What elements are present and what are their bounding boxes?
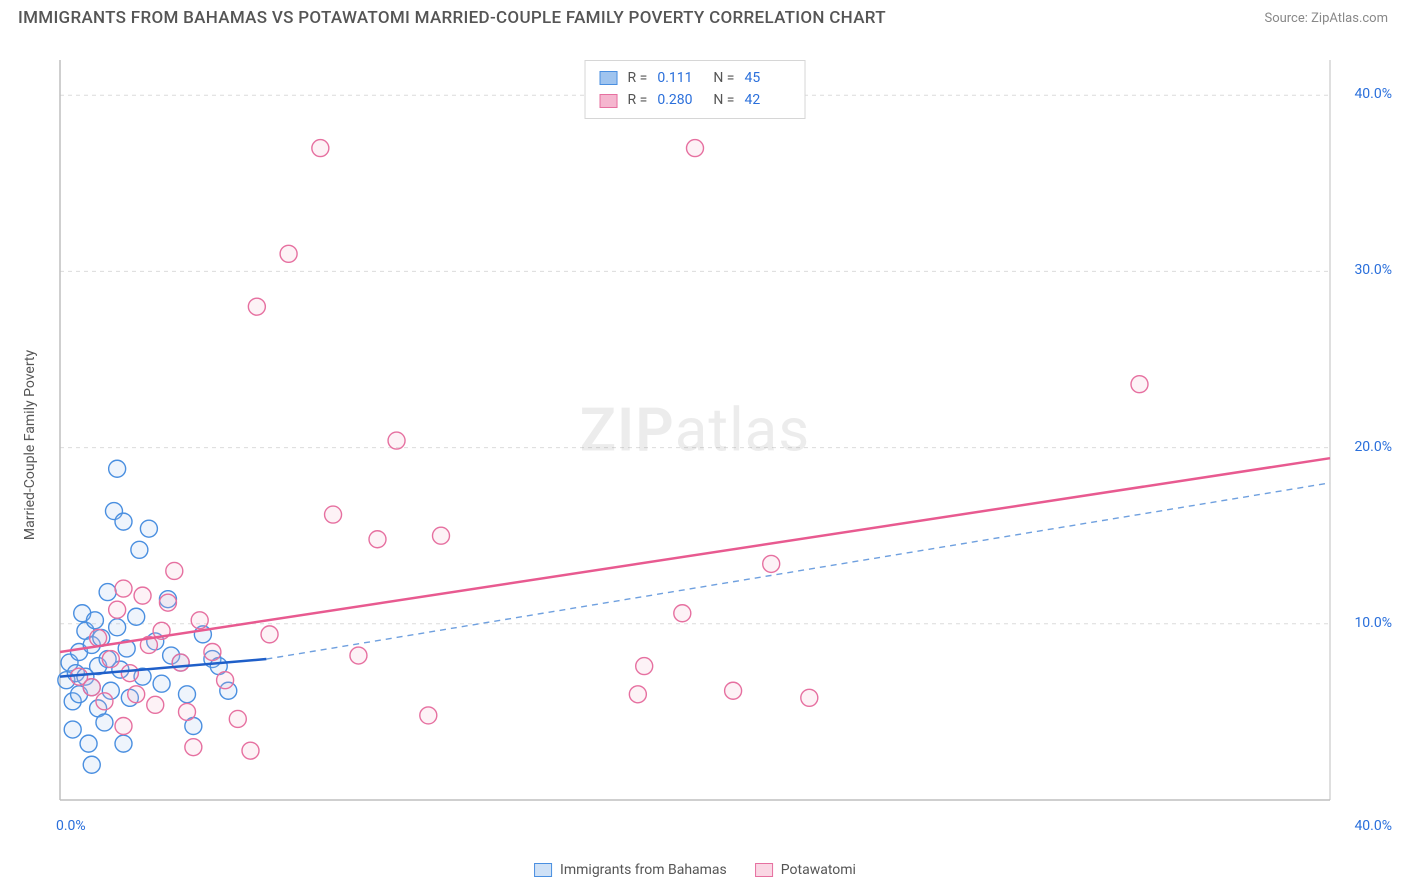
- plot-container: Married-Couple Family Poverty ZIPatlas R…: [50, 60, 1340, 830]
- axis-tick-label: 20.0%: [1354, 439, 1392, 455]
- axis-tick-label: 10.0%: [1354, 615, 1392, 631]
- title-bar: IMMIGRANTS FROM BAHAMAS VS POTAWATOMI MA…: [0, 0, 1406, 32]
- n-label: N =: [713, 89, 734, 111]
- axis-tick-label: 40.0%: [1354, 86, 1392, 102]
- scatter-plot: [50, 60, 1340, 830]
- legend-bottom: Immigrants from Bahamas Potawatomi: [534, 862, 856, 878]
- legend-label-2: Potawatomi: [781, 862, 856, 878]
- legend-item-1: Immigrants from Bahamas: [534, 862, 727, 878]
- chart-title: IMMIGRANTS FROM BAHAMAS VS POTAWATOMI MA…: [18, 8, 886, 28]
- legend-item-2: Potawatomi: [755, 862, 856, 878]
- r-label: R =: [628, 89, 648, 111]
- axis-tick-label: 30.0%: [1354, 262, 1392, 278]
- y-axis-label: Married-Couple Family Poverty: [22, 350, 38, 540]
- legend-swatch-2: [600, 94, 618, 108]
- n-label: N =: [713, 67, 734, 89]
- r-value-1: 0.111: [657, 67, 703, 89]
- legend-swatch-bahamas: [534, 863, 552, 877]
- n-value-2: 42: [744, 89, 790, 111]
- legend-swatch-potawatomi: [755, 863, 773, 877]
- legend-row-series-1: R = 0.111 N = 45: [600, 67, 791, 89]
- source-label: Source: ZipAtlas.com: [1264, 11, 1388, 26]
- n-value-1: 45: [744, 67, 790, 89]
- r-value-2: 0.280: [657, 89, 703, 111]
- axis-tick-label: 0.0%: [56, 818, 86, 834]
- legend-swatch-1: [600, 71, 618, 85]
- r-label: R =: [628, 67, 648, 89]
- legend-row-series-2: R = 0.280 N = 42: [600, 89, 791, 111]
- axis-tick-label: 40.0%: [1354, 818, 1392, 834]
- legend-correlation: R = 0.111 N = 45 R = 0.280 N = 42: [585, 60, 806, 119]
- legend-label-1: Immigrants from Bahamas: [560, 862, 727, 878]
